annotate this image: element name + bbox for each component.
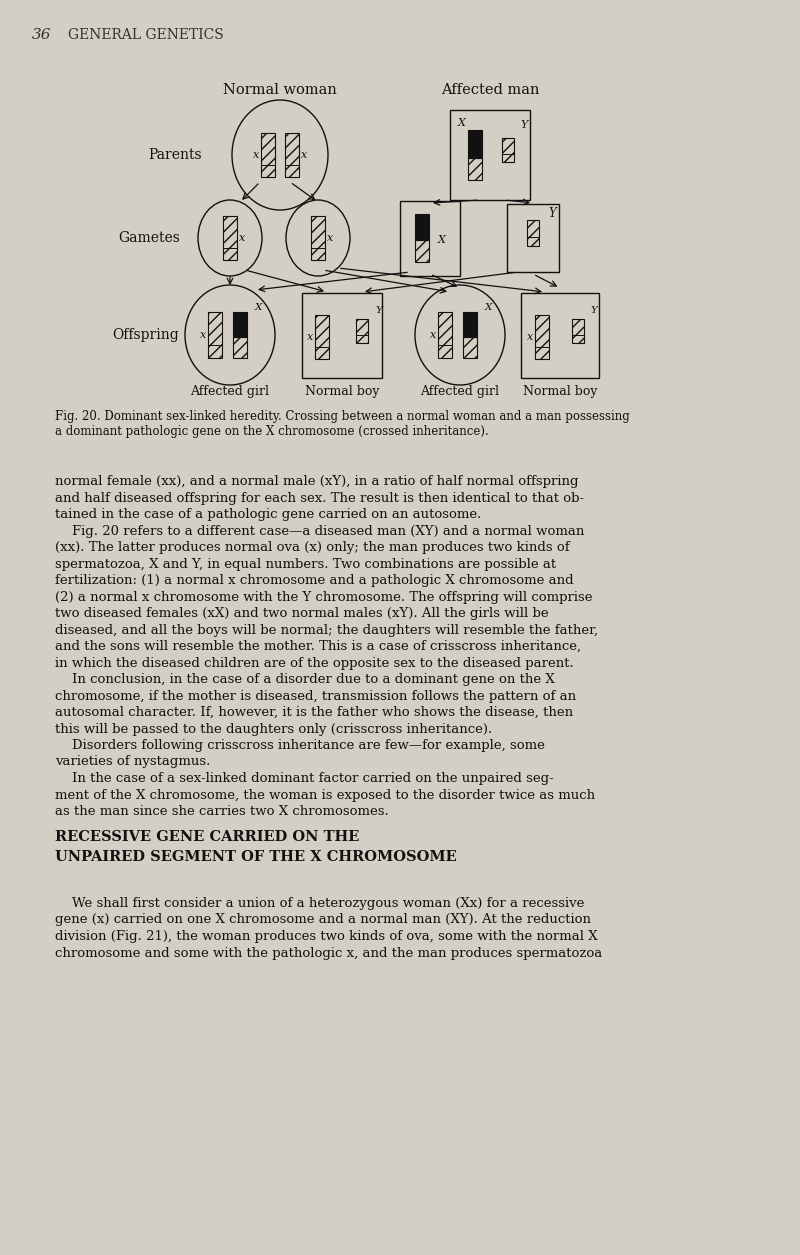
Bar <box>208 312 222 358</box>
Text: a dominant pathologic gene on the X chromosome (crossed inheritance).: a dominant pathologic gene on the X chro… <box>55 425 489 438</box>
Text: Y: Y <box>590 305 597 315</box>
Text: Normal boy: Normal boy <box>305 385 379 398</box>
Bar <box>463 312 477 338</box>
Text: chromosome and some with the pathologic x, and the man produces spermatozoa: chromosome and some with the pathologic … <box>55 946 602 960</box>
Text: this will be passed to the daughters only (crisscross inheritance).: this will be passed to the daughters onl… <box>55 723 492 735</box>
Bar <box>502 138 514 162</box>
Text: Fig. 20 refers to a different case—a diseased man (XY) and a normal woman: Fig. 20 refers to a different case—a dis… <box>55 525 584 537</box>
Text: In the case of a sex-linked dominant factor carried on the unpaired seg-: In the case of a sex-linked dominant fac… <box>55 772 554 784</box>
Bar <box>233 312 247 338</box>
Text: GENERAL GENETICS: GENERAL GENETICS <box>68 28 224 41</box>
Text: Gametes: Gametes <box>118 231 180 245</box>
Text: X: X <box>485 302 492 311</box>
Bar <box>450 110 530 200</box>
Bar <box>233 338 247 358</box>
Text: In conclusion, in the case of a disorder due to a dominant gene on the X: In conclusion, in the case of a disorder… <box>55 673 554 686</box>
Text: and half diseased offspring for each sex. The result is then identical to that o: and half diseased offspring for each sex… <box>55 492 584 505</box>
Text: x: x <box>306 333 313 343</box>
Text: Y: Y <box>520 120 527 131</box>
Text: Normal woman: Normal woman <box>223 83 337 97</box>
Text: Normal boy: Normal boy <box>522 385 598 398</box>
Text: diseased, and all the boys will be normal; the daughters will resemble the fathe: diseased, and all the boys will be norma… <box>55 624 598 636</box>
Bar <box>463 338 477 358</box>
Text: Affected man: Affected man <box>441 83 539 97</box>
Text: Y: Y <box>548 207 556 220</box>
Bar <box>535 315 549 359</box>
Text: x: x <box>239 233 246 243</box>
Text: X: X <box>458 118 466 128</box>
Text: x: x <box>301 151 307 159</box>
Text: RECESSIVE GENE CARRIED ON THE: RECESSIVE GENE CARRIED ON THE <box>55 830 359 845</box>
Text: 36: 36 <box>32 28 51 41</box>
Bar <box>356 319 368 343</box>
Bar <box>468 131 482 157</box>
Bar <box>285 133 299 177</box>
Bar <box>302 292 382 378</box>
Bar <box>527 220 539 246</box>
Text: division (Fig. 21), the woman produces two kinds of ova, some with the normal X: division (Fig. 21), the woman produces t… <box>55 930 598 943</box>
Bar <box>572 319 584 343</box>
Text: chromosome, if the mother is diseased, transmission follows the pattern of an: chromosome, if the mother is diseased, t… <box>55 689 576 703</box>
Text: tained in the case of a pathologic gene carried on an autosome.: tained in the case of a pathologic gene … <box>55 508 482 521</box>
Text: (xx). The latter produces normal ova (x) only; the man produces two kinds of: (xx). The latter produces normal ova (x)… <box>55 541 570 553</box>
Text: varieties of nystagmus.: varieties of nystagmus. <box>55 756 210 768</box>
Text: spermatozoa, X and Y, in equal numbers. Two combinations are possible at: spermatozoa, X and Y, in equal numbers. … <box>55 557 556 571</box>
Ellipse shape <box>286 200 350 276</box>
Text: ment of the X chromosome, the woman is exposed to the disorder twice as much: ment of the X chromosome, the woman is e… <box>55 788 595 802</box>
Text: fertilization: (1) a normal x chromosome and a pathologic X chromosome and: fertilization: (1) a normal x chromosome… <box>55 574 574 587</box>
Ellipse shape <box>232 100 328 210</box>
Text: x: x <box>253 151 259 159</box>
Text: Disorders following crisscross inheritance are few—for example, some: Disorders following crisscross inheritan… <box>55 739 545 752</box>
Text: Affected girl: Affected girl <box>190 385 270 398</box>
Ellipse shape <box>415 285 505 385</box>
Text: Affected girl: Affected girl <box>421 385 499 398</box>
Bar <box>261 133 275 177</box>
Bar <box>521 292 599 378</box>
Text: Fig. 20. Dominant sex-linked heredity. Crossing between a normal woman and a man: Fig. 20. Dominant sex-linked heredity. C… <box>55 410 630 423</box>
Text: gene (x) carried on one X chromosome and a normal man (XY). At the reduction: gene (x) carried on one X chromosome and… <box>55 914 591 926</box>
Text: two diseased females (xX) and two normal males (xY). All the girls will be: two diseased females (xX) and two normal… <box>55 607 549 620</box>
Bar <box>223 216 237 260</box>
Text: We shall first consider a union of a heterozygous woman (Xx) for a recessive: We shall first consider a union of a het… <box>55 897 584 910</box>
Ellipse shape <box>185 285 275 385</box>
Bar <box>311 216 325 260</box>
Bar <box>415 215 429 241</box>
Text: autosomal character. If, however, it is the father who shows the disease, then: autosomal character. If, however, it is … <box>55 707 573 719</box>
Text: and the sons will resemble the mother. This is a case of crisscross inheritance,: and the sons will resemble the mother. T… <box>55 640 581 653</box>
Bar <box>415 241 429 262</box>
Text: x: x <box>430 330 436 340</box>
Text: x: x <box>526 333 533 343</box>
Text: Offspring: Offspring <box>112 328 178 343</box>
Text: Parents: Parents <box>148 148 202 162</box>
Text: Y: Y <box>375 305 382 315</box>
Text: normal female (xx), and a normal male (xY), in a ratio of half normal offspring: normal female (xx), and a normal male (x… <box>55 474 578 488</box>
Text: X: X <box>438 235 446 245</box>
Text: x: x <box>327 233 334 243</box>
Bar <box>507 205 559 272</box>
Text: UNPAIRED SEGMENT OF THE X CHROMOSOME: UNPAIRED SEGMENT OF THE X CHROMOSOME <box>55 850 457 863</box>
Bar <box>438 312 452 358</box>
Bar <box>315 315 329 359</box>
Text: X: X <box>255 302 262 311</box>
Text: as the man since she carries two X chromosomes.: as the man since she carries two X chrom… <box>55 804 389 818</box>
Bar <box>468 157 482 179</box>
Text: x: x <box>200 330 206 340</box>
Ellipse shape <box>198 200 262 276</box>
Bar <box>400 201 460 276</box>
Text: in which the diseased children are of the opposite sex to the diseased parent.: in which the diseased children are of th… <box>55 656 574 669</box>
Text: (2) a normal x chromosome with the Y chromosome. The offspring will comprise: (2) a normal x chromosome with the Y chr… <box>55 591 593 604</box>
